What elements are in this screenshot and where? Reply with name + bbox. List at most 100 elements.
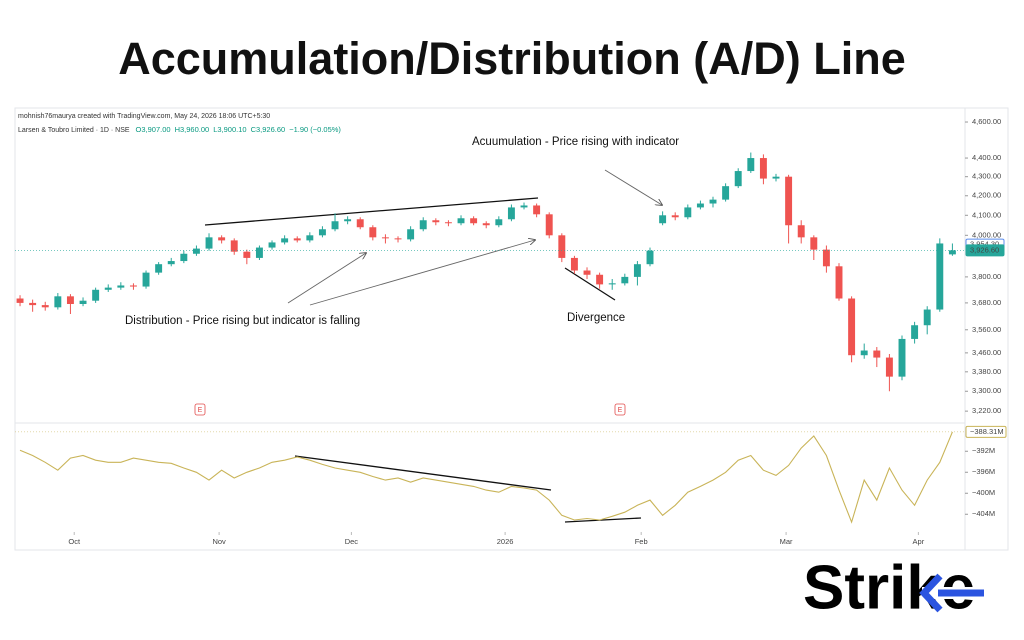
symbol: Larsen & Toubro Limited · 1D · NSE [18,127,130,134]
price-tag-label: 3,954.30 [970,240,999,249]
y-tick-label: 3,460.00 [972,348,1001,357]
candle-body [255,247,263,258]
x-tick-label: Feb [635,537,648,546]
y-tick-label: 3,680.00 [972,298,1001,307]
candle-body [243,251,251,258]
legend-value: L3,900.10 [213,125,246,134]
candle-body [923,309,931,326]
y-tick-label: 4,200.00 [972,191,1001,200]
candle-body [848,298,856,356]
arrow [604,169,662,205]
candle-body [747,158,755,172]
event-markers: E E [194,403,626,416]
candle-body [684,207,692,218]
candle-body [558,235,566,258]
trend-line [294,455,552,491]
candle-body [898,338,906,377]
candle-body [873,350,881,358]
candle-body [230,240,238,252]
candle-body [570,257,578,271]
annotation: Divergence [567,312,625,324]
candle-body [306,235,314,241]
candle-body [381,237,389,239]
candle-body [797,225,805,238]
candle-body [155,264,163,273]
event-marker [194,403,206,416]
y-tick-label: 4,100.00 [972,210,1001,219]
candle-body [545,214,553,236]
y2-tick-label: −396M [972,467,995,476]
event-label: E [618,407,623,414]
candle-body [885,357,893,377]
last-value-tag [965,425,1007,438]
candle-body [92,289,100,301]
candle-body [583,270,591,275]
legend-value: H3,960.00 [175,125,210,134]
event-marker [614,403,626,416]
logo-arrow [919,573,986,613]
y-tick-label: 4,300.00 [972,172,1001,181]
x-tick-label: Apr [913,537,925,546]
y-tick-label: 4,400.00 [972,153,1001,162]
candle-body [218,237,226,241]
symbol-header: Larsen & Toubro Limited · 1D · NSE O3,90… [18,125,341,134]
candle-body [180,253,188,262]
candle-body [507,207,515,220]
candle-body [671,215,679,218]
event-label: E [198,407,203,414]
x-tick-label: Nov [212,537,226,546]
candle-body [104,287,112,290]
candle-body [860,350,868,356]
candle-body [785,176,793,226]
legend-value: −1.90 (−0.05%) [289,125,341,134]
y2-tick-label: −392M [972,446,995,455]
candle-body [54,296,62,308]
candle-body [205,237,213,249]
candle-body [344,219,352,222]
candle-body [646,250,654,265]
candle-body [394,238,402,240]
candle-body [66,296,74,305]
candle-body [318,229,326,236]
candle-body [696,203,704,208]
ad-line [19,431,953,524]
candle-body [79,300,87,305]
candle-body [759,158,767,179]
trend-line [204,197,539,226]
candle-body [520,205,528,208]
candle-body [457,218,465,224]
candle-body [482,223,490,226]
candle-body [734,171,742,187]
candle-body [596,274,604,285]
candle-body [129,285,137,287]
candle-body [268,242,276,248]
last-value-label: −388.31M [970,427,1004,436]
arrow [309,240,535,306]
y-tick-label: 4,000.00 [972,230,1001,239]
candle-body [432,220,440,223]
candle-body [29,302,37,306]
candle-body [167,261,175,265]
candle-body [142,272,150,287]
candle-body [835,266,843,299]
trend-line [564,517,642,523]
x-tick-label: Dec [345,537,359,546]
price-tag [965,244,1005,257]
attribution: mohnish76maurya created with TradingView… [18,113,270,120]
candle-body [293,238,301,241]
candle-body [659,215,667,224]
arrows [287,169,662,306]
legend-value: O3,907.00 [136,125,171,134]
chart-frame [14,107,1009,551]
price-tag-label: 3,926.60 [970,245,999,254]
candle-body [633,264,641,277]
candle-body [16,298,24,303]
trend-lines [204,197,642,523]
candle-body [936,243,944,310]
candle-body [407,229,415,240]
candles [16,152,956,392]
annotation: Distribution - Price rising but indicato… [125,315,360,327]
y-tick-label: 3,560.00 [972,325,1001,334]
candle-body [608,283,616,285]
